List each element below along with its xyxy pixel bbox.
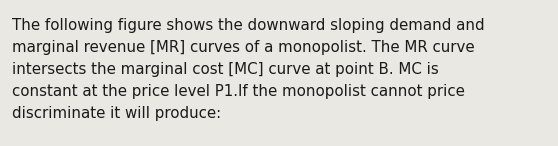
Text: The following figure shows the downward sloping demand and
marginal revenue [MR]: The following figure shows the downward …: [12, 18, 485, 121]
